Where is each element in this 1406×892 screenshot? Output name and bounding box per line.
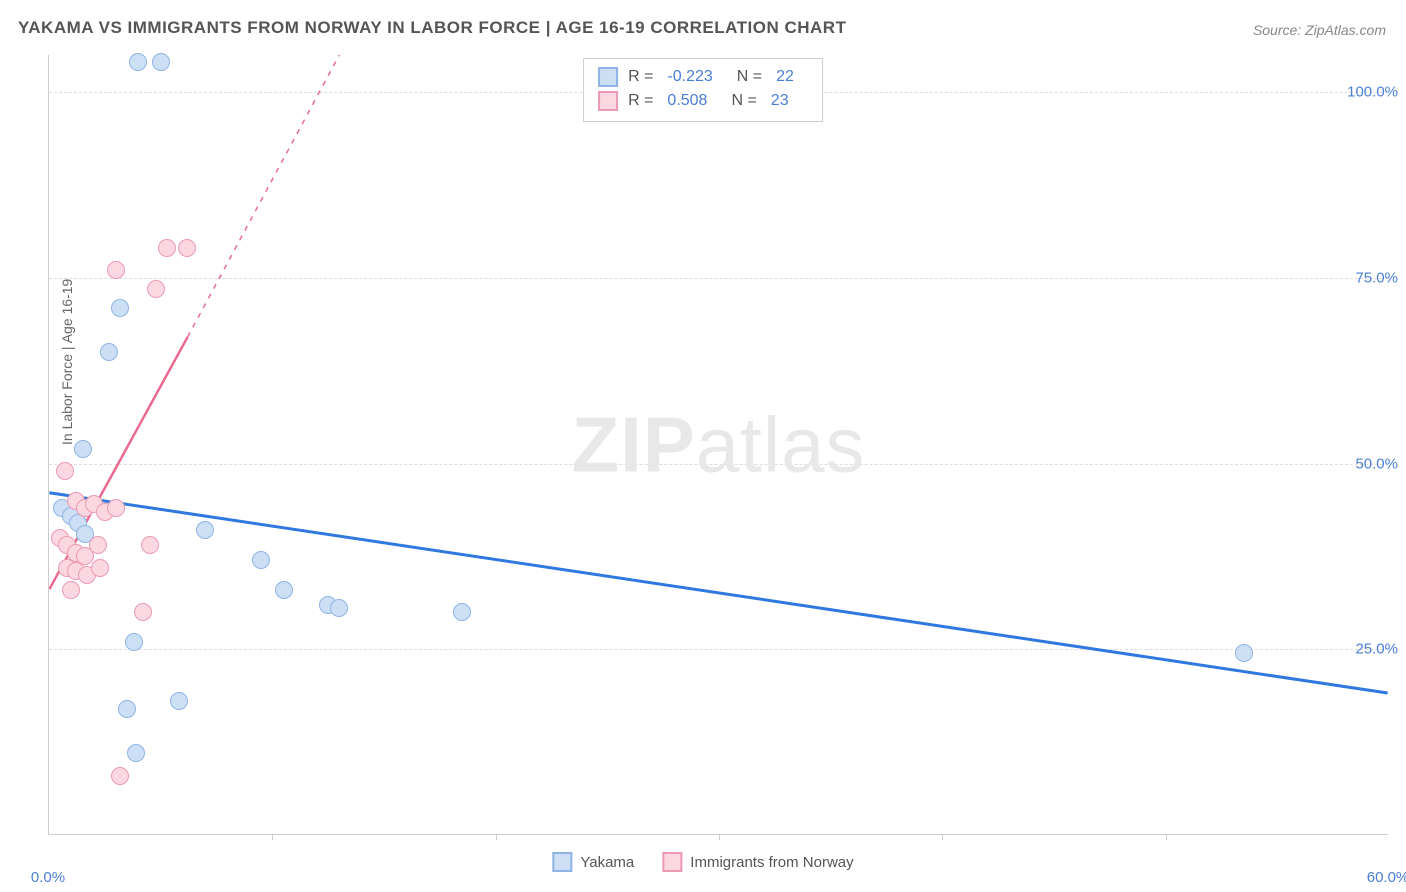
- gridline-h: [49, 649, 1388, 650]
- legend-swatch: [552, 852, 572, 872]
- xtick-mark: [496, 834, 497, 840]
- legend-n-label: N =: [737, 65, 762, 89]
- series-name: Yakama: [580, 854, 634, 871]
- data-point: [100, 343, 118, 361]
- data-point: [127, 744, 145, 762]
- data-point: [134, 603, 152, 621]
- trendline-extension: [188, 55, 340, 337]
- xtick-mark: [1166, 834, 1167, 840]
- legend-swatch: [598, 91, 618, 111]
- legend-r-label: R =: [628, 65, 653, 89]
- data-point: [141, 536, 159, 554]
- data-point: [56, 462, 74, 480]
- ytick-label: 50.0%: [1355, 455, 1398, 472]
- trend-lines-layer: [49, 55, 1388, 834]
- legend-n-value: 22: [776, 65, 794, 89]
- data-point: [178, 239, 196, 257]
- data-point: [275, 581, 293, 599]
- xtick-label: 60.0%: [1367, 869, 1406, 886]
- y-axis-label: In Labor Force | Age 16-19: [59, 278, 75, 444]
- legend-n-value: 23: [771, 89, 789, 113]
- gridline-h: [49, 464, 1388, 465]
- ytick-label: 75.0%: [1355, 269, 1398, 286]
- data-point: [74, 440, 92, 458]
- xtick-mark: [719, 834, 720, 840]
- gridline-h: [49, 278, 1388, 279]
- chart-title: YAKAMA VS IMMIGRANTS FROM NORWAY IN LABO…: [18, 18, 846, 38]
- legend-r-value: 0.508: [667, 89, 707, 113]
- source-attribution: Source: ZipAtlas.com: [1253, 22, 1386, 38]
- data-point: [196, 521, 214, 539]
- plot-area: In Labor Force | Age 16-19 ZIPatlas: [48, 55, 1388, 835]
- data-point: [89, 536, 107, 554]
- data-point: [107, 499, 125, 517]
- data-point: [330, 599, 348, 617]
- legend-swatch: [662, 852, 682, 872]
- data-point: [111, 767, 129, 785]
- data-point: [91, 559, 109, 577]
- watermark: ZIPatlas: [571, 399, 865, 490]
- data-point: [107, 261, 125, 279]
- stats-legend: R = -0.223 N = 22 R = 0.508 N = 23: [583, 58, 823, 122]
- legend-swatch: [598, 67, 618, 87]
- data-point: [1235, 644, 1253, 662]
- stats-legend-row: R = -0.223 N = 22: [598, 65, 808, 89]
- legend-r-label: R =: [628, 89, 653, 113]
- data-point: [111, 299, 129, 317]
- data-point: [252, 551, 270, 569]
- data-point: [453, 603, 471, 621]
- series-legend-item: Yakama: [552, 852, 634, 872]
- data-point: [62, 581, 80, 599]
- data-point: [152, 53, 170, 71]
- stats-legend-row: R = 0.508 N = 23: [598, 89, 808, 113]
- ytick-label: 100.0%: [1347, 84, 1398, 101]
- data-point: [118, 700, 136, 718]
- data-point: [147, 280, 165, 298]
- series-name: Immigrants from Norway: [690, 854, 853, 871]
- xtick-label: 0.0%: [31, 869, 65, 886]
- data-point: [170, 692, 188, 710]
- data-point: [125, 633, 143, 651]
- series-legend-item: Immigrants from Norway: [662, 852, 853, 872]
- xtick-mark: [942, 834, 943, 840]
- data-point: [129, 53, 147, 71]
- ytick-label: 25.0%: [1355, 641, 1398, 658]
- legend-n-label: N =: [731, 89, 756, 113]
- legend-r-value: -0.223: [667, 65, 712, 89]
- trendline: [49, 493, 1387, 693]
- data-point: [158, 239, 176, 257]
- series-legend: Yakama Immigrants from Norway: [552, 852, 853, 872]
- xtick-mark: [272, 834, 273, 840]
